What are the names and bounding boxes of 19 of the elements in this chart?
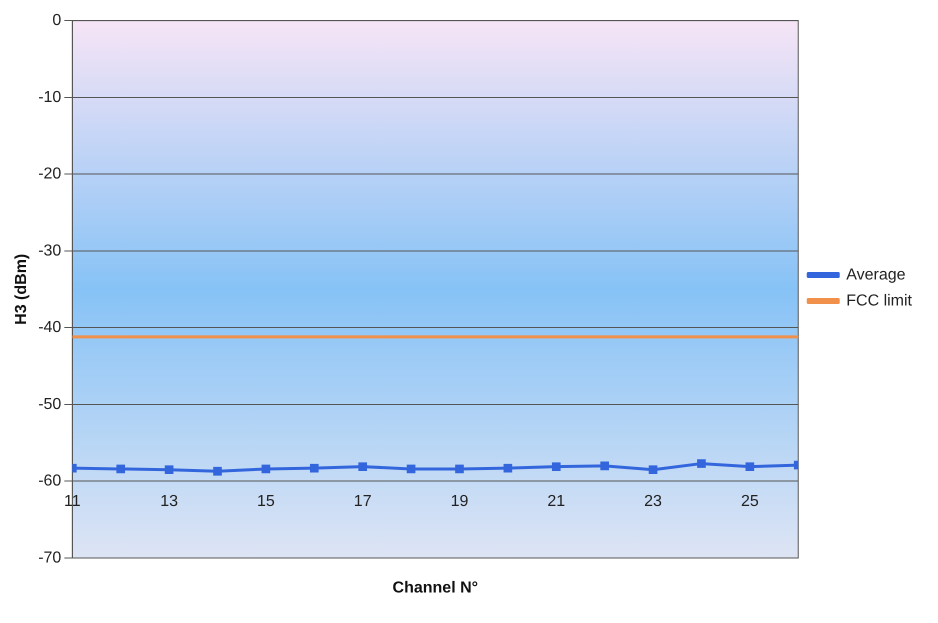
y-tick-label: -70 (38, 549, 62, 566)
x-tick-label: 25 (740, 493, 759, 510)
x-tick-label: 13 (160, 493, 178, 510)
x-tick-label: 19 (450, 493, 468, 510)
y-tick-label: -20 (38, 166, 62, 183)
x-tick-label: 15 (257, 493, 275, 510)
y-tick-label: -50 (38, 396, 62, 413)
x-axis-title: Channel N° (392, 579, 478, 596)
y-tick-label: -10 (38, 88, 62, 106)
x-tick-label: 23 (644, 493, 662, 510)
x-tick-label: 17 (354, 493, 372, 510)
y-tick-label: 0 (52, 12, 62, 30)
y-axis-title: H3 (dBm) (13, 254, 30, 325)
y-tick-label: -30 (38, 242, 62, 260)
y-tick-label: -60 (38, 472, 62, 490)
y-tick-label: -40 (38, 319, 62, 336)
legend-label: Average (846, 266, 906, 284)
x-tick-label: 21 (547, 493, 566, 510)
legend-label: FCC limit (846, 292, 913, 310)
